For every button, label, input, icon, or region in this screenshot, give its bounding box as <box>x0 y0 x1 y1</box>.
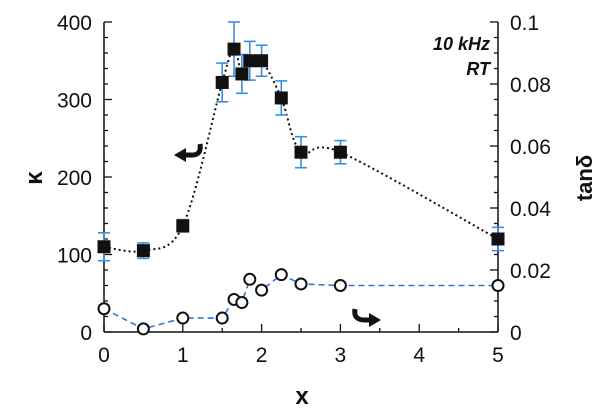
tan-point <box>97 302 111 316</box>
kappa-point <box>97 240 111 254</box>
tan-point <box>235 296 249 310</box>
kappa-point <box>491 232 505 246</box>
annotation-frequency: 10 kHz <box>433 34 490 54</box>
y-left-tick-label: 400 <box>57 12 92 35</box>
y-right-tick-label: 0.1 <box>510 12 539 35</box>
y-left-tick-label: 300 <box>57 90 92 113</box>
kappa-point <box>333 145 347 159</box>
y-right-tick-label: 0.08 <box>510 74 551 97</box>
tan-point <box>136 322 150 336</box>
left-axis-arrow-head-icon <box>174 148 186 162</box>
tan-point <box>176 311 190 325</box>
kappa-point <box>227 42 241 56</box>
y-left-tick-label: 100 <box>57 245 92 268</box>
kappa-point <box>243 54 257 68</box>
kappa-point <box>274 91 288 105</box>
y-right-tick-label: 0.06 <box>510 136 551 159</box>
x-axis-label: x <box>295 383 309 408</box>
kappa-point <box>294 145 308 159</box>
y-right-tick-label: 0.02 <box>510 260 551 283</box>
kappa-point <box>215 75 229 89</box>
right-axis-arrow-head-icon <box>369 313 381 327</box>
tan-point <box>274 268 288 282</box>
y-left-tick-label: 200 <box>57 167 92 190</box>
left-axis-arrow-icon <box>184 143 203 158</box>
y-left-tick-label: 0 <box>80 322 92 345</box>
x-tick-label: 5 <box>492 344 504 367</box>
x-tick-label: 4 <box>413 344 425 367</box>
kappa-point <box>235 67 249 81</box>
markers-layer <box>97 42 505 336</box>
tan-point <box>255 283 269 297</box>
tan-point <box>215 311 229 325</box>
errorbars-layer <box>98 21 504 262</box>
y-right-tick-label: 0.04 <box>510 198 551 221</box>
annotation-temperature: RT <box>466 59 492 79</box>
kappa-point <box>176 219 190 233</box>
tan-point <box>294 277 308 291</box>
x-tick-label: 0 <box>98 344 110 367</box>
x-tick-label: 2 <box>256 344 268 367</box>
x-tick-label: 3 <box>335 344 347 367</box>
y-left-axis-label: κ <box>21 171 48 185</box>
x-tick-label: 1 <box>177 344 189 367</box>
tan-point <box>243 272 257 286</box>
kappa-point <box>255 54 269 68</box>
y-right-tick-label: 0 <box>510 322 522 345</box>
tan-point <box>491 279 505 292</box>
tan-point <box>333 279 347 292</box>
kappa-point <box>136 244 150 258</box>
right-axis-arrow-icon <box>352 308 372 323</box>
y-right-axis-label: tanδ <box>572 155 597 201</box>
